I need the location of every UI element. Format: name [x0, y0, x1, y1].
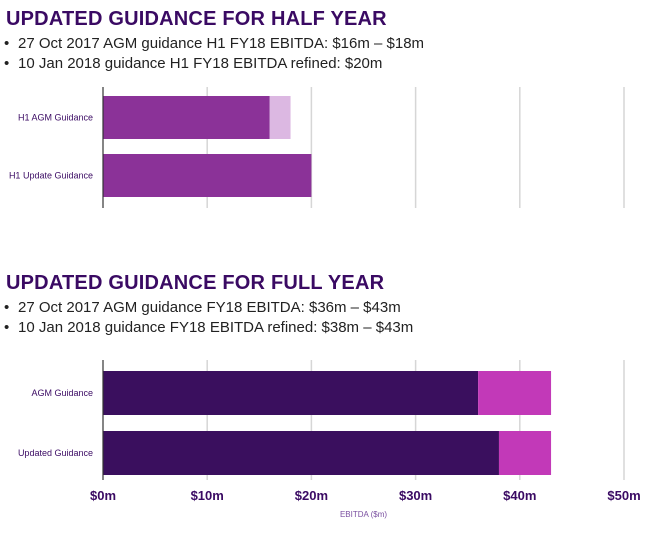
bar-segment: [478, 371, 552, 415]
bullet-dot: •: [4, 299, 10, 316]
bullet-text: 10 Jan 2018 guidance H1 FY18 EBITDA refi…: [18, 55, 383, 72]
half-year-bullets: • 27 Oct 2017 AGM guidance H1 FY18 EBITDA…: [4, 34, 424, 74]
bullet-text: 27 Oct 2017 AGM guidance H1 FY18 EBITDA:…: [18, 35, 425, 52]
x-tick-label: $30m: [399, 488, 432, 503]
x-tick-label: $50m: [607, 488, 640, 503]
full-year-bullets: • 27 Oct 2017 AGM guidance FY18 EBITDA: $…: [4, 298, 413, 338]
bar-segment: [103, 96, 270, 139]
half-year-heading: UPDATED GUIDANCE FOR HALF YEAR: [6, 8, 387, 30]
bar-segment: [269, 96, 291, 139]
x-axis-label: EBITDA ($m): [340, 510, 387, 519]
category-label: H1 Update Guidance: [9, 171, 93, 181]
bullet-dot: •: [4, 35, 10, 52]
list-item: • 27 Oct 2017 AGM guidance H1 FY18 EBITDA…: [4, 34, 424, 54]
list-item: • 10 Jan 2018 guidance FY18 EBITDA refine…: [4, 318, 413, 338]
bullet-dot: •: [4, 319, 10, 336]
list-item: • 27 Oct 2017 AGM guidance FY18 EBITDA: $…: [4, 298, 413, 318]
bar-segment: [498, 431, 552, 475]
bullet-dot: •: [4, 55, 10, 72]
category-label: AGM Guidance: [31, 388, 93, 398]
bar-segment: [103, 431, 499, 475]
bullet-text: 10 Jan 2018 guidance FY18 EBITDA refined…: [18, 319, 414, 336]
full-year-heading: UPDATED GUIDANCE FOR FULL YEAR: [6, 272, 385, 294]
bar-segment: [103, 154, 312, 197]
category-label: H1 AGM Guidance: [18, 113, 93, 123]
x-tick-label: $40m: [503, 488, 536, 503]
x-tick-label: $10m: [191, 488, 224, 503]
x-tick-label: $20m: [295, 488, 328, 503]
bar-segment: [103, 371, 479, 415]
bullet-text: 27 Oct 2017 AGM guidance FY18 EBITDA: $3…: [18, 299, 401, 316]
list-item: • 10 Jan 2018 guidance H1 FY18 EBITDA ref…: [4, 54, 424, 74]
category-label: Updated Guidance: [18, 448, 93, 458]
x-tick-label: $0m: [90, 488, 116, 503]
